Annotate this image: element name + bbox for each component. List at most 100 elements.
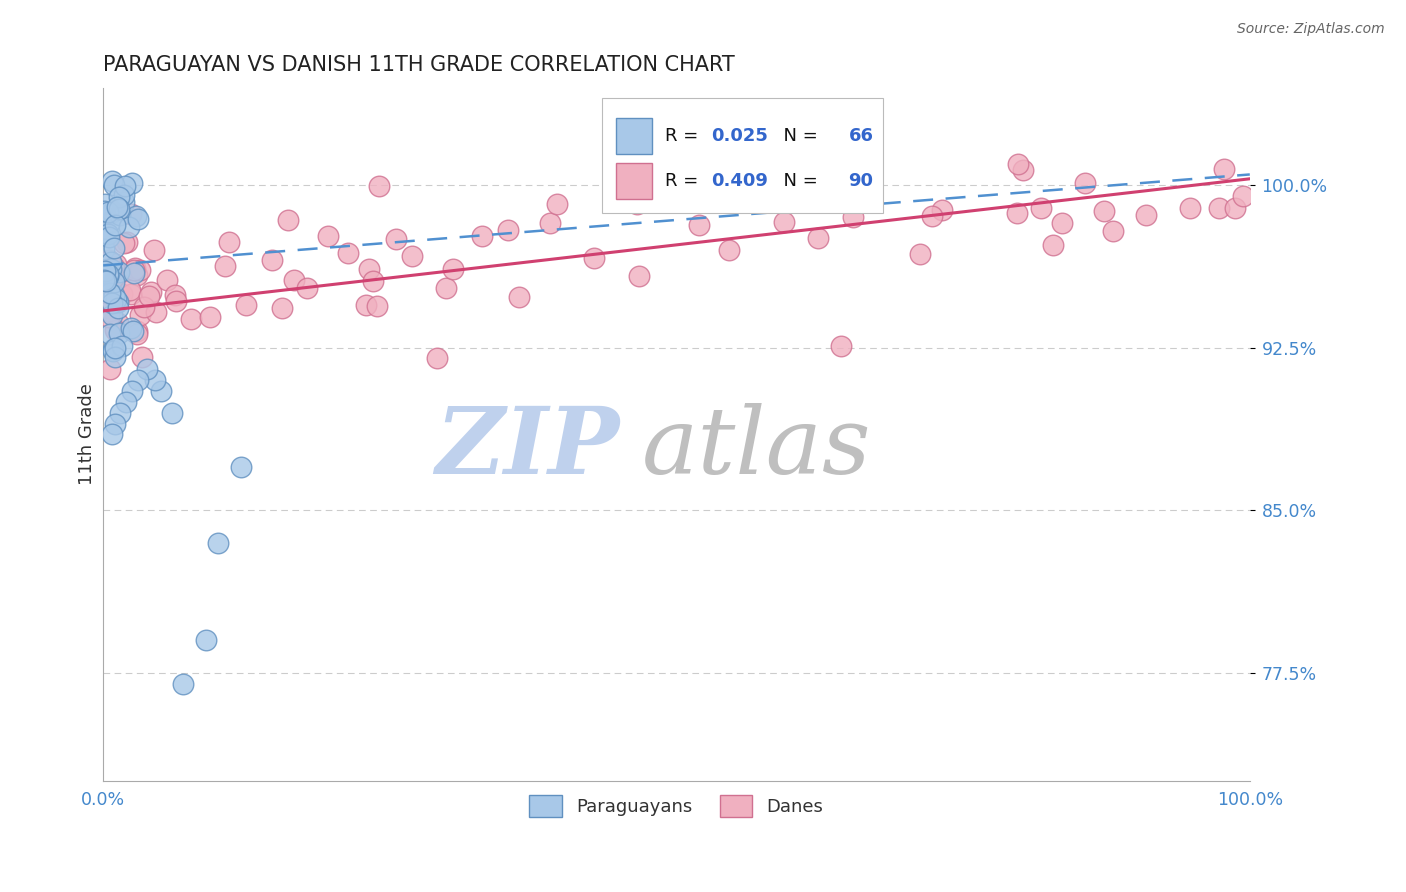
Point [207, 535, 229, 549]
Point [121, 384, 143, 398]
Point [1092, 204, 1115, 219]
Point [172, 676, 194, 690]
Point [110, 406, 132, 420]
Y-axis label: 11th Grade: 11th Grade [79, 384, 96, 485]
Point [271, 301, 294, 316]
Point [121, 176, 143, 190]
Point [124, 261, 146, 276]
Text: atlas: atlas [643, 403, 872, 493]
Point [93, 243, 115, 257]
Point [107, 301, 129, 315]
FancyBboxPatch shape [602, 98, 883, 212]
Point [262, 253, 284, 268]
Text: PARAGUAYAN VS DANISH 11TH GRADE CORRELATION CHART: PARAGUAYAN VS DANISH 11TH GRADE CORRELAT… [103, 55, 735, 75]
Point [1005, 206, 1028, 220]
Point [108, 265, 131, 279]
Point [623, 164, 645, 178]
Point [101, 344, 124, 359]
Point [115, 235, 138, 249]
Point [110, 208, 132, 222]
Point [165, 294, 187, 309]
Point [124, 263, 146, 277]
Point [138, 289, 160, 303]
Point [107, 316, 129, 330]
Point [101, 271, 124, 285]
Point [1135, 208, 1157, 222]
Point [538, 216, 561, 230]
Point [628, 268, 651, 283]
Point [165, 288, 187, 302]
Point [104, 256, 127, 270]
Text: ZIP: ZIP [434, 403, 619, 493]
Point [214, 259, 236, 273]
Point [426, 351, 449, 366]
Point [104, 342, 127, 356]
Point [103, 178, 125, 192]
Point [104, 292, 127, 306]
Point [198, 310, 221, 324]
Point [1223, 202, 1246, 216]
Legend: Paraguayans, Danes: Paraguayans, Danes [522, 788, 831, 824]
Point [107, 190, 129, 204]
Point [441, 261, 464, 276]
Point [842, 211, 865, 225]
Point [98, 266, 121, 280]
Point [97, 304, 120, 318]
Point [1101, 224, 1123, 238]
Point [112, 195, 135, 210]
Point [749, 185, 772, 199]
Point [107, 326, 129, 341]
Point [366, 299, 388, 313]
Point [1007, 156, 1029, 170]
Point [94, 196, 117, 211]
Point [107, 294, 129, 309]
Text: Source: ZipAtlas.com: Source: ZipAtlas.com [1237, 22, 1385, 37]
Point [361, 274, 384, 288]
Point [121, 325, 143, 339]
Point [108, 202, 131, 216]
Point [115, 395, 138, 409]
Point [145, 304, 167, 318]
Point [104, 323, 127, 337]
Point [100, 262, 122, 277]
Point [1050, 216, 1073, 230]
Point [103, 275, 125, 289]
Text: N =: N = [772, 128, 823, 145]
Point [434, 281, 457, 295]
Point [101, 342, 124, 356]
Point [98, 362, 121, 376]
Point [105, 294, 128, 309]
Point [142, 244, 165, 258]
Point [229, 459, 252, 474]
Point [103, 288, 125, 302]
Point [354, 298, 377, 312]
Point [830, 339, 852, 353]
Point [1232, 189, 1254, 203]
Point [143, 373, 166, 387]
Point [160, 406, 183, 420]
Point [336, 246, 359, 260]
Point [277, 213, 299, 227]
Point [111, 339, 134, 353]
Point [129, 308, 152, 322]
Point [101, 279, 124, 293]
Point [125, 268, 148, 282]
Point [931, 202, 953, 217]
Point [103, 260, 125, 275]
Point [97, 230, 120, 244]
Text: R =: R = [665, 172, 704, 190]
Point [104, 218, 127, 232]
Text: 0.409: 0.409 [711, 172, 768, 190]
Point [921, 209, 943, 223]
Point [357, 262, 380, 277]
Point [283, 272, 305, 286]
Point [98, 285, 121, 300]
Point [127, 373, 149, 387]
Point [97, 252, 120, 267]
Text: R =: R = [665, 128, 704, 145]
Point [93, 204, 115, 219]
Point [127, 211, 149, 226]
Point [195, 633, 218, 648]
Point [908, 246, 931, 260]
Point [120, 207, 142, 221]
